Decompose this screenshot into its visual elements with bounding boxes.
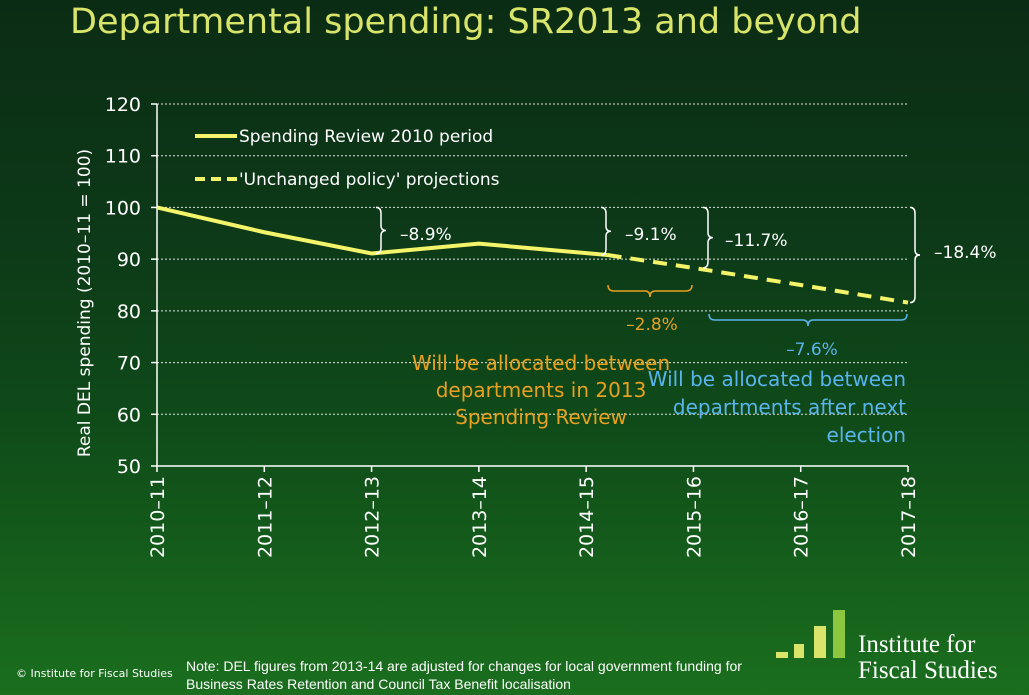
brace-total — [909, 206, 921, 304]
y-tick-label: 50 — [117, 456, 141, 478]
x-tick-label: 2015–16 — [683, 476, 705, 558]
legend-label-sr2010: Spending Review 2010 period — [239, 127, 493, 147]
footnote: Note: DEL figures from 2013-14 are adjus… — [186, 658, 742, 692]
x-tick-label: 2012–13 — [362, 476, 384, 558]
annotation-change-sr2013: –2.8% — [626, 315, 678, 335]
legend-label-projection: 'Unchanged policy' projections — [239, 170, 500, 190]
logo-bars-icon — [776, 606, 848, 658]
brace-to-2016 — [702, 206, 714, 269]
logo-line-1: Institute for — [858, 631, 976, 658]
annotation-sr2013-note-line: Spending Review — [455, 405, 627, 429]
x-tick-label: 2017–18 — [898, 476, 920, 558]
annotation-change-sr2010: –8.9% — [400, 225, 452, 245]
annotation-change-election: –7.6% — [786, 340, 838, 360]
y-axis-label: Real DEL spending (2010–11 = 100) — [75, 149, 95, 457]
series-line-projection — [607, 253, 909, 305]
series-line-sr2010 — [156, 205, 608, 257]
annotation-sr2013-note-line: Will be allocated between — [412, 351, 670, 375]
brace-next-election — [708, 313, 908, 327]
annotation-sr2013-note-line: departments in 2013 — [436, 378, 647, 402]
logo-line-2: Fiscal Studies — [858, 657, 998, 684]
x-tick-label: 2014–15 — [576, 476, 598, 558]
brace-sr2013 — [607, 284, 693, 298]
annotation-election-note-line: Will be allocated between — [648, 367, 906, 391]
y-tick-label: 60 — [117, 404, 141, 426]
brace-to-2015 — [600, 206, 612, 256]
chart-title: Departmental spending: SR2013 and beyond — [70, 2, 862, 42]
x-tick-label: 2011–12 — [254, 476, 276, 558]
logo-text: Institute for Fiscal Studies — [858, 632, 998, 684]
annotation-change-2015: –9.1% — [625, 225, 677, 245]
annotation-election-note-line: election — [827, 423, 906, 447]
annotation-change-2016: –11.7% — [725, 231, 788, 251]
y-tick-label: 70 — [117, 353, 141, 375]
copyright: © Institute for Fiscal Studies — [16, 667, 173, 680]
brace-sr2010 — [375, 206, 387, 255]
y-tick-label: 100 — [105, 197, 141, 219]
annotation-election-note-line: departments after next — [673, 395, 906, 419]
x-tick-label: 2013–14 — [469, 476, 491, 558]
ifs-logo: Institute for Fiscal Studies — [776, 606, 1026, 686]
y-tick-label: 80 — [117, 301, 141, 323]
annotation-change-total: –18.4% — [934, 243, 997, 263]
y-tick-label: 110 — [105, 146, 141, 168]
y-tick-label: 90 — [117, 249, 141, 271]
x-tick-label: 2016–17 — [791, 476, 813, 558]
x-tick-label: 2010–11 — [147, 476, 169, 558]
y-tick-label: 120 — [105, 94, 141, 116]
